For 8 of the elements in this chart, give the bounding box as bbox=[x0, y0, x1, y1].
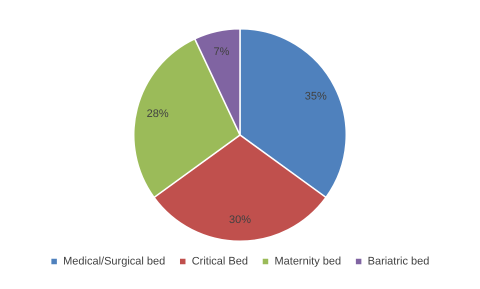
data-label: 35% bbox=[304, 90, 327, 102]
data-label: 7% bbox=[214, 46, 230, 58]
data-label: 30% bbox=[228, 214, 252, 226]
legend-label: Maternity bed bbox=[274, 256, 342, 268]
legend-label: Medical/Surgical bed bbox=[63, 256, 166, 268]
data-label: 28% bbox=[146, 108, 169, 120]
legend-label: Bariatric bed bbox=[368, 256, 430, 268]
legend-label: Critical Bed bbox=[192, 256, 248, 268]
